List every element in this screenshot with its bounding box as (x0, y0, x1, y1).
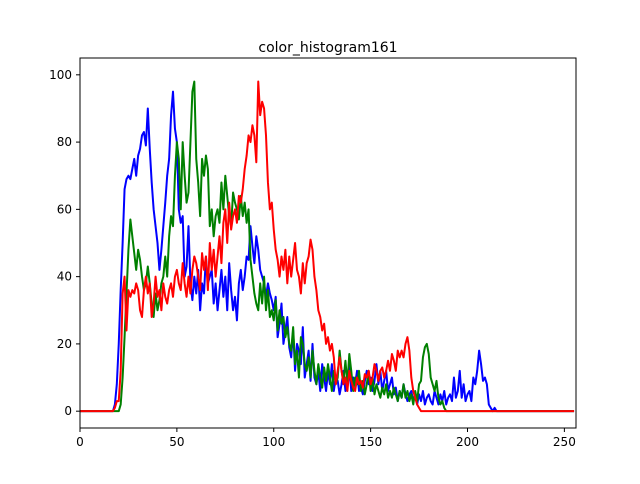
x-tick-label: 100 (262, 435, 285, 449)
y-tick-label: 60 (57, 202, 72, 216)
x-tick-label: 0 (76, 435, 84, 449)
y-tick-label: 40 (57, 270, 72, 284)
axes-layer: 0 50 100 150 200 250 0 20 40 60 80 100 (49, 68, 576, 449)
chart-title: color_histogram161 (258, 40, 397, 56)
x-tick-label: 200 (456, 435, 479, 449)
y-tick-label: 100 (49, 68, 72, 82)
plot-frame (79, 57, 577, 429)
y-tick-label: 20 (57, 337, 72, 351)
x-tick-label: 250 (553, 435, 576, 449)
x-tick-label: 150 (359, 435, 382, 449)
y-tick-label: 80 (57, 135, 72, 149)
series-line-green (80, 80, 575, 413)
series-line-red (80, 80, 575, 413)
series-line-blue (80, 90, 575, 413)
y-tick-label: 0 (64, 404, 72, 418)
x-tick-label: 50 (169, 435, 184, 449)
series-layer (80, 80, 575, 413)
